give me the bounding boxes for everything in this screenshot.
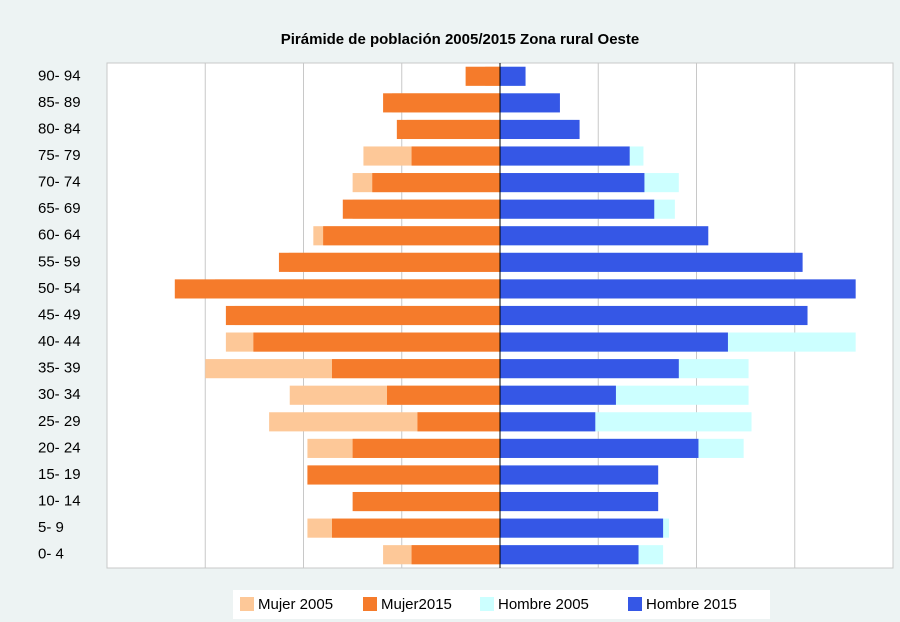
bar: [500, 146, 630, 166]
chart-title: Pirámide de población 2005/2015 Zona rur…: [281, 31, 639, 48]
y-tick-label: 65- 69: [38, 200, 81, 217]
y-tick-label: 40- 44: [38, 333, 81, 350]
bar: [500, 465, 659, 485]
bar: [342, 199, 500, 219]
bar: [500, 119, 580, 140]
bar: [411, 545, 500, 565]
legend-swatch: [480, 597, 494, 611]
bar: [372, 173, 500, 193]
y-tick-label: 50- 54: [38, 280, 81, 297]
y-tick-label: 35- 39: [38, 360, 81, 377]
bar: [500, 491, 659, 512]
bar: [278, 252, 500, 272]
bar: [500, 199, 655, 219]
bar: [500, 305, 808, 326]
legend: [233, 590, 770, 619]
legend-swatch: [363, 597, 377, 611]
bar: [500, 226, 709, 246]
y-tick-label: 10- 14: [38, 493, 81, 510]
bar: [500, 518, 664, 538]
bar: [225, 305, 500, 326]
y-tick-label: 60- 64: [38, 227, 81, 244]
bar: [500, 385, 616, 405]
legend-label: Mujer 2005: [258, 596, 333, 613]
bar: [253, 332, 500, 352]
bar: [307, 465, 500, 485]
y-tick-label: 5- 9: [38, 519, 64, 536]
y-tick-label: 30- 34: [38, 386, 81, 403]
y-tick-label: 85- 89: [38, 94, 81, 111]
bar: [331, 359, 500, 379]
bar: [500, 359, 679, 379]
bar: [387, 385, 500, 405]
y-tick-label: 25- 29: [38, 413, 81, 430]
bar: [465, 66, 500, 86]
bar: [500, 438, 699, 458]
y-tick-label: 80- 84: [38, 120, 81, 137]
bar: [500, 332, 728, 352]
bar: [383, 93, 500, 113]
y-tick-label: 0- 4: [38, 546, 64, 563]
bar: [174, 279, 501, 299]
legend-label: Mujer2015: [381, 596, 452, 613]
y-tick-label: 90- 94: [38, 67, 81, 84]
legend-label: Hombre 2005: [498, 596, 589, 613]
bar: [352, 491, 500, 512]
legend-swatch: [628, 597, 642, 611]
bar: [500, 173, 645, 193]
y-tick-label: 45- 49: [38, 306, 81, 323]
legend-label: Hombre 2015: [646, 596, 737, 613]
y-tick-label: 15- 19: [38, 466, 81, 483]
y-tick-label: 55- 59: [38, 253, 81, 270]
bar: [352, 438, 500, 458]
bar: [411, 146, 500, 166]
bar: [500, 252, 803, 272]
bar: [323, 226, 500, 246]
y-tick-label: 75- 79: [38, 147, 81, 164]
bar: [500, 93, 560, 113]
legend-swatch: [240, 597, 254, 611]
bar: [331, 518, 500, 538]
bar: [396, 119, 500, 140]
bar: [417, 412, 500, 432]
bar: [500, 66, 526, 86]
y-tick-label: 20- 24: [38, 439, 81, 456]
y-tick-label: 70- 74: [38, 174, 81, 191]
bar: [500, 279, 856, 299]
bar: [500, 412, 596, 432]
bar: [500, 545, 639, 565]
